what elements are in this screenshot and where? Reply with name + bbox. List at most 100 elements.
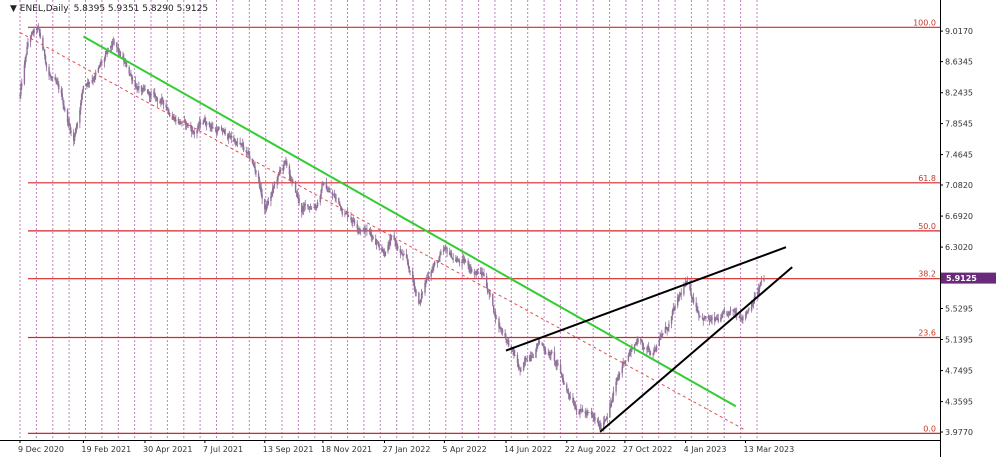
- candle-body: [568, 394, 571, 398]
- candle-body: [109, 46, 112, 48]
- candle-body: [462, 258, 464, 261]
- candle-body: [253, 164, 255, 167]
- candle-body: [594, 417, 596, 421]
- candle-body: [685, 281, 688, 283]
- candle-body: [760, 280, 763, 283]
- candle-body: [517, 363, 520, 368]
- candle-body: [279, 169, 281, 172]
- candle-body: [138, 86, 140, 89]
- candle-body: [75, 127, 78, 132]
- candle-body: [673, 308, 675, 310]
- candle-body: [556, 363, 558, 365]
- candle-body: [298, 198, 300, 203]
- candle-body: [56, 82, 58, 84]
- candle-body: [418, 292, 420, 304]
- candle-body: [190, 125, 192, 129]
- candle-body: [277, 175, 279, 181]
- candle-body: [463, 258, 465, 262]
- candle-body: [288, 165, 291, 175]
- candle-body: [140, 86, 143, 92]
- candle-body: [43, 49, 46, 56]
- candle-body: [692, 297, 695, 303]
- candle-body: [505, 336, 507, 340]
- ohlc-label: 5.8395 5.9351 5.8290 5.9125: [74, 4, 209, 14]
- x-tick-label: 22 Aug 2022: [565, 445, 616, 454]
- candle-body: [512, 348, 514, 351]
- candle-body: [214, 128, 217, 130]
- candle-body: [563, 383, 565, 385]
- candle-body: [430, 271, 432, 277]
- candle-body: [723, 311, 726, 313]
- candle-body: [211, 126, 213, 128]
- candle-body: [757, 292, 759, 297]
- candle-body: [431, 269, 433, 272]
- y-tick-label: 6.3020: [945, 243, 973, 252]
- candle-body: [360, 229, 362, 232]
- y-tick-label: 4.7495: [945, 367, 973, 376]
- candle-body: [648, 349, 651, 352]
- candle-body: [260, 187, 262, 195]
- candle-body: [689, 281, 691, 290]
- candle-body: [137, 88, 139, 91]
- candle-body: [603, 421, 605, 428]
- candle-body: [64, 109, 66, 111]
- candle-body: [531, 356, 534, 358]
- candle-body: [396, 245, 398, 247]
- candle-body: [640, 338, 642, 341]
- candle-body: [351, 220, 353, 223]
- candle-body: [365, 229, 367, 231]
- candle-body: [388, 245, 390, 246]
- candle-body: [483, 273, 485, 277]
- candle-body: [624, 361, 626, 363]
- candle-body: [696, 307, 698, 311]
- candle-body: [475, 272, 477, 274]
- candle-body: [439, 254, 441, 258]
- candle-body: [273, 183, 276, 187]
- candle-body: [106, 51, 108, 52]
- y-tick-label: 6.6920: [945, 212, 973, 221]
- candle-body: [128, 67, 130, 74]
- candle-body: [655, 346, 658, 351]
- candle-body: [488, 291, 490, 295]
- candle-body: [625, 360, 627, 362]
- candle-body: [538, 341, 541, 343]
- candle-body: [198, 125, 200, 127]
- candle-body: [763, 278, 765, 281]
- candle-body: [266, 204, 269, 206]
- candle-body: [57, 83, 59, 84]
- candle-body: [590, 412, 593, 415]
- candle-body: [548, 352, 550, 354]
- candle-body: [384, 251, 387, 257]
- candle-body: [235, 140, 237, 145]
- candle-body: [759, 282, 762, 287]
- candle-body: [178, 121, 181, 124]
- candle-body: [209, 125, 211, 128]
- candle-body: [242, 146, 245, 151]
- candle-body: [58, 83, 60, 90]
- candle-body: [264, 198, 266, 210]
- candle-body: [670, 316, 673, 324]
- candle-body: [622, 361, 624, 367]
- candle-body: [738, 316, 741, 318]
- candle-body: [314, 207, 316, 209]
- candle-body: [44, 55, 47, 63]
- candle-body: [344, 213, 346, 215]
- candle-body: [501, 329, 504, 333]
- candle-body: [161, 97, 164, 100]
- candle-body: [155, 96, 158, 98]
- candle-body: [220, 127, 223, 131]
- candle-body: [27, 42, 29, 47]
- symbol-label: ENEL,Daily: [20, 4, 69, 14]
- candle-body: [520, 370, 522, 372]
- candle-body: [134, 80, 137, 87]
- candle-body: [49, 75, 51, 77]
- candle-body: [573, 402, 575, 406]
- candle-body: [493, 311, 496, 313]
- x-tick-label: 7 Jul 2021: [203, 445, 243, 454]
- candle-body: [73, 132, 75, 141]
- candle-body: [537, 343, 539, 345]
- candle-body: [124, 62, 126, 63]
- candle-body: [292, 180, 294, 182]
- candle-body: [144, 88, 146, 90]
- candle-body: [301, 203, 303, 213]
